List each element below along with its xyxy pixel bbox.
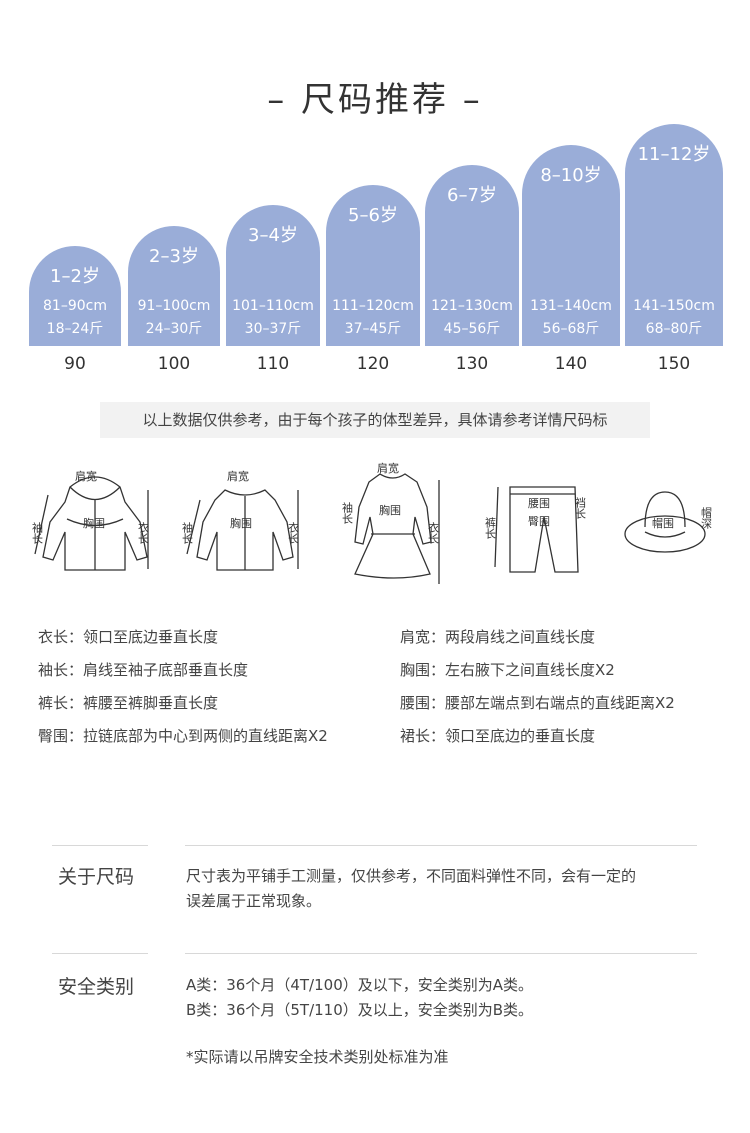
size-label: 150 [657,354,691,374]
definition-item: 胸围：左右腋下之间直线长度X2 [400,661,615,679]
about-size-label: 关于尺码 [58,866,135,888]
measurement-label: 裤长 [484,516,497,539]
about-size-text: 尺寸表为平铺手工测量，仅供参考，不同面料弹性不同，会有一定的 误差属于正常现象。 [186,864,636,914]
measurement-label: 肩宽 [377,462,399,475]
height-range: 141–150cm [633,297,715,314]
definition-item: 腰围：腰部左端点到右端点的直线距离X2 [400,694,675,712]
definition-item: 肩宽：两段肩线之间直线长度 [400,628,596,646]
definition-item: 衣长：领口至底边垂直长度 [38,628,219,646]
height-range: 111–120cm [332,297,414,314]
size-label: 90 [64,354,86,374]
height-range: 121–130cm [431,297,513,314]
age-label: 8–10岁 [540,164,602,186]
safety-label: 安全类别 [58,976,135,998]
weight-range: 18–24斤 [46,321,104,337]
divider [52,953,148,954]
about-line: 尺寸表为平铺手工测量，仅供参考，不同面料弹性不同，会有一定的 [186,867,637,885]
height-range: 131–140cm [530,298,612,314]
size-label: 140 [554,354,588,374]
size-card: 5–6岁 111–120cm 37–45斤 [326,185,420,346]
measurement-label: 肩宽 [227,469,249,483]
age-label: 2–3岁 [149,245,199,267]
size-card: 8–10岁 131–140cm 56–68斤 [522,144,620,346]
size-card: 3–4岁 101–110cm 30–37斤 [226,205,320,346]
hat-illustration: 帽围 帽深 [624,491,713,553]
weight-range: 37–45斤 [344,320,402,337]
age-label: 3–4岁 [248,225,298,247]
hooded-jacket-illustration: 肩宽 胸围 衣长 袖长 [31,469,150,571]
size-card: 2–3岁 91–100cm 24–30斤 [128,225,220,346]
age-label: 1–2岁 [50,266,100,287]
measurement-label: 衣长 [287,521,300,544]
jacket-illustration: 肩宽 胸围 衣长 袖长 [181,469,300,571]
age-label: 11–12岁 [637,144,711,166]
measurement-label: 裆长 [574,497,587,519]
definition-item: 袖长：肩线至袖子底部垂直长度 [38,661,249,679]
measurement-label: 帽围 [652,517,674,530]
measurement-label: 肩宽 [75,469,97,483]
size-label: 110 [256,354,290,374]
age-label: 6–7岁 [447,184,497,206]
safety-footnote: *实际请以吊牌安全技术类别处标准为准 [186,1048,449,1066]
measurement-label: 胸围 [230,516,252,530]
dress-illustration: 肩宽 胸围 衣长 袖长 [341,462,440,584]
weight-range: 24–30斤 [145,320,203,337]
divider [185,953,697,954]
divider [52,845,148,846]
size-label: 130 [455,354,489,374]
weight-range: 30–37斤 [244,320,302,337]
measurement-label: 衣长 [427,521,440,544]
safety-line: B类：36个月（5T/110）及以上，安全类别为B类。 [186,1001,534,1019]
pants-illustration: 腰围 臀围 裆长 裤长 [484,486,587,573]
definition-item: 臀围：拉链底部为中心到两侧的直线距离X2 [38,727,328,745]
height-range: 81–90cm [43,298,107,314]
weight-range: 68–80斤 [645,320,703,337]
measurement-label: 帽深 [700,507,713,529]
definition-item: 裤长：裤腰至裤脚垂直长度 [38,694,219,712]
size-label: 100 [157,354,191,374]
age-label: 5–6岁 [348,205,398,227]
page-title: – 尺码推荐 – [267,80,483,120]
measurement-label: 袖长 [181,521,194,544]
size-card: 11–12岁 141–150cm 68–80斤 [625,124,723,346]
size-card: 6–7岁 121–130cm 45–56斤 [425,164,519,346]
measurement-label: 袖长 [341,501,354,524]
measurement-label: 袖长 [31,521,44,544]
disclaimer: 以上数据仅供参考，由于每个孩子的体型差异，具体请参考详情尺码标 [100,402,650,438]
size-label: 120 [356,354,390,374]
safety-line: A类：36个月（4T/100）及以下，安全类别为A类。 [186,976,534,994]
measurement-label: 臀围 [528,515,550,528]
measurement-label: 腰围 [528,497,550,510]
measurement-label: 衣长 [137,521,150,544]
divider [185,845,697,846]
definition-item: 裙长：领口至底边的垂直长度 [400,727,596,745]
measurement-label: 胸围 [83,516,105,530]
safety-text: A类：36个月（4T/100）及以下，安全类别为A类。 B类：36个月（5T/1… [186,973,533,1023]
weight-range: 56–68斤 [542,321,600,337]
height-range: 101–110cm [232,297,314,314]
measurement-label: 胸围 [379,503,401,517]
size-card: 1–2岁 81–90cm 18–24斤 [29,246,121,346]
height-range: 91–100cm [137,297,211,314]
weight-range: 45–56斤 [443,320,501,337]
about-line: 误差属于正常现象。 [186,892,322,910]
